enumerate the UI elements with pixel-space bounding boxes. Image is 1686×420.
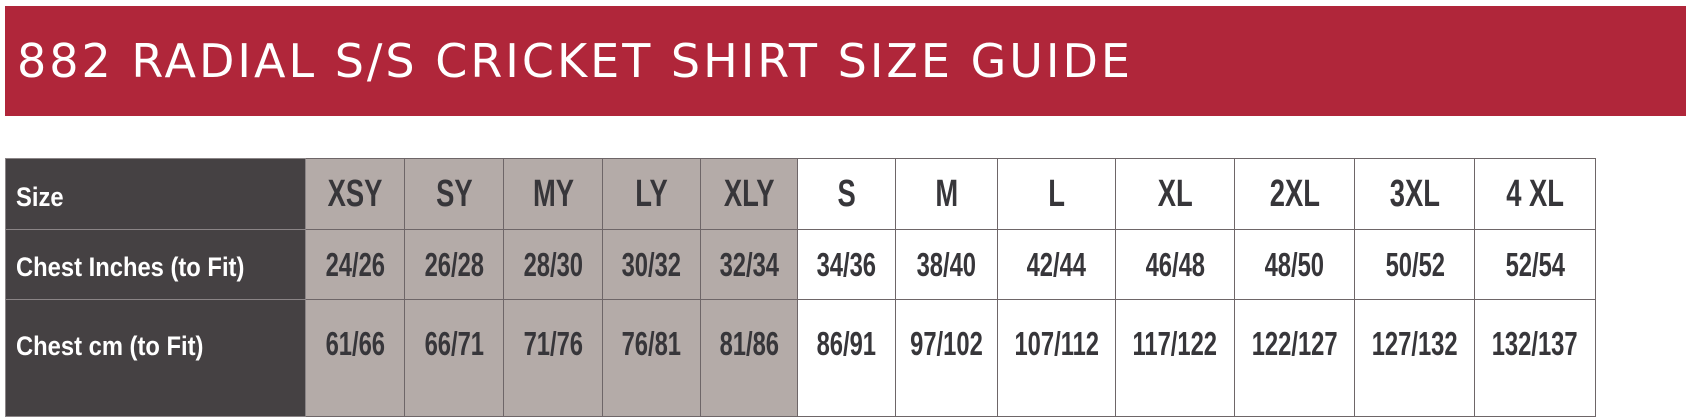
page-title: 882 RADIAL S/S CRICKET SHIRT SIZE GUIDE <box>17 34 1133 88</box>
table-cell: LY <box>602 158 701 230</box>
table-cell: 86/91 <box>797 299 896 417</box>
table-cell: XLY <box>700 158 798 230</box>
table-cell: 26/28 <box>404 229 504 300</box>
table-cell: XSY <box>305 158 405 230</box>
row-header-label: Size <box>16 181 64 212</box>
size-guide-table: Size XSY SY MY LY XLY S M L XL 2XL 3XL 4 XL Chest Inc… <box>5 158 1596 417</box>
table-cell: 24/26 <box>305 229 405 300</box>
cell-value: 42/44 <box>1026 245 1087 283</box>
cell-value: 66/71 <box>424 325 484 362</box>
table-cell: 117/122 <box>1115 299 1235 417</box>
cell-value: 30/32 <box>621 245 682 283</box>
row-header: Chest Inches (to Fit) <box>5 229 306 300</box>
cell-value: 117/122 <box>1132 325 1218 362</box>
row-header: Size <box>5 158 306 230</box>
cell-value: 127/132 <box>1371 325 1458 362</box>
table-cell: 42/44 <box>996 229 1117 300</box>
cell-value: 76/81 <box>621 325 682 362</box>
table-cell: 66/71 <box>404 299 504 417</box>
cell-value: 132/137 <box>1492 325 1579 362</box>
cell-value: L <box>1048 172 1066 215</box>
cell-value: MY <box>532 172 574 215</box>
cell-value: 122/127 <box>1251 325 1338 362</box>
cell-value: XLY <box>723 172 775 215</box>
table-cell: 32/34 <box>700 229 798 300</box>
table-cell: M <box>895 158 998 230</box>
title-banner: 882 RADIAL S/S CRICKET SHIRT SIZE GUIDE <box>5 6 1686 116</box>
table-cell: 50/52 <box>1354 229 1476 300</box>
cell-value: 3XL <box>1389 172 1440 215</box>
row-header: Chest cm (to Fit) <box>5 299 306 417</box>
table-cell: 30/32 <box>602 229 701 300</box>
table-cell: 122/127 <box>1233 299 1356 417</box>
cell-value: S <box>837 172 856 215</box>
table-cell: XL <box>1115 158 1235 230</box>
table-cell: 48/50 <box>1233 229 1356 300</box>
table-cell: 28/30 <box>503 229 603 300</box>
cell-value: 34/36 <box>816 245 877 283</box>
cell-value: 81/86 <box>719 325 779 362</box>
cell-value: 86/91 <box>816 325 877 362</box>
row-header-label: Chest cm (to Fit) <box>16 331 204 361</box>
cell-value: M <box>935 172 958 215</box>
table-cell: L <box>996 158 1117 230</box>
table-cell: 3XL <box>1354 158 1476 230</box>
cell-value: 46/48 <box>1145 245 1205 283</box>
cell-value: 52/54 <box>1505 245 1565 283</box>
table-cell: 2XL <box>1233 158 1356 230</box>
cell-value: 26/28 <box>424 245 484 283</box>
cell-value: 61/66 <box>325 325 385 362</box>
table-cell: 127/132 <box>1354 299 1476 417</box>
cell-value: LY <box>635 172 668 215</box>
table-cell: 81/86 <box>700 299 798 417</box>
table-cell: 38/40 <box>895 229 998 300</box>
cell-value: SY <box>435 172 473 215</box>
chest-cm-row: Chest cm (to Fit) 61/66 66/71 71/76 76/81 81/… <box>5 299 1596 417</box>
table-cell: 107/112 <box>996 299 1117 417</box>
cell-value: 71/76 <box>523 325 583 362</box>
table-cell: 76/81 <box>602 299 701 417</box>
table-cell: 52/54 <box>1474 229 1596 300</box>
cell-value: 2XL <box>1269 172 1320 215</box>
cell-value: XL <box>1157 172 1193 215</box>
table-cell: MY <box>503 158 603 230</box>
table-cell: 4 XL <box>1474 158 1596 230</box>
cell-value: 107/112 <box>1014 325 1099 362</box>
cell-value: 97/102 <box>910 325 983 362</box>
cell-value: 4 XL <box>1506 172 1564 215</box>
size-row: Size XSY SY MY LY XLY S M L XL 2XL 3XL 4 XL <box>5 158 1596 230</box>
table-cell: SY <box>404 158 504 230</box>
cell-value: XSY <box>327 172 383 215</box>
table-cell: 71/76 <box>503 299 603 417</box>
chest-inches-row: Chest Inches (to Fit) 24/26 26/28 28/30 30/3… <box>5 229 1596 300</box>
cell-value: 24/26 <box>325 245 385 283</box>
table-cell: 46/48 <box>1115 229 1235 300</box>
table-cell: 61/66 <box>305 299 405 417</box>
row-header-label: Chest Inches (to Fit) <box>16 251 245 282</box>
cell-value: 38/40 <box>916 245 977 283</box>
table-cell: S <box>797 158 896 230</box>
table-cell: 34/36 <box>797 229 896 300</box>
table-cell: 132/137 <box>1474 299 1596 417</box>
cell-value: 28/30 <box>523 245 583 283</box>
cell-value: 48/50 <box>1264 245 1325 283</box>
table-cell: 97/102 <box>895 299 998 417</box>
cell-value: 32/34 <box>719 245 779 283</box>
cell-value: 50/52 <box>1385 245 1445 283</box>
